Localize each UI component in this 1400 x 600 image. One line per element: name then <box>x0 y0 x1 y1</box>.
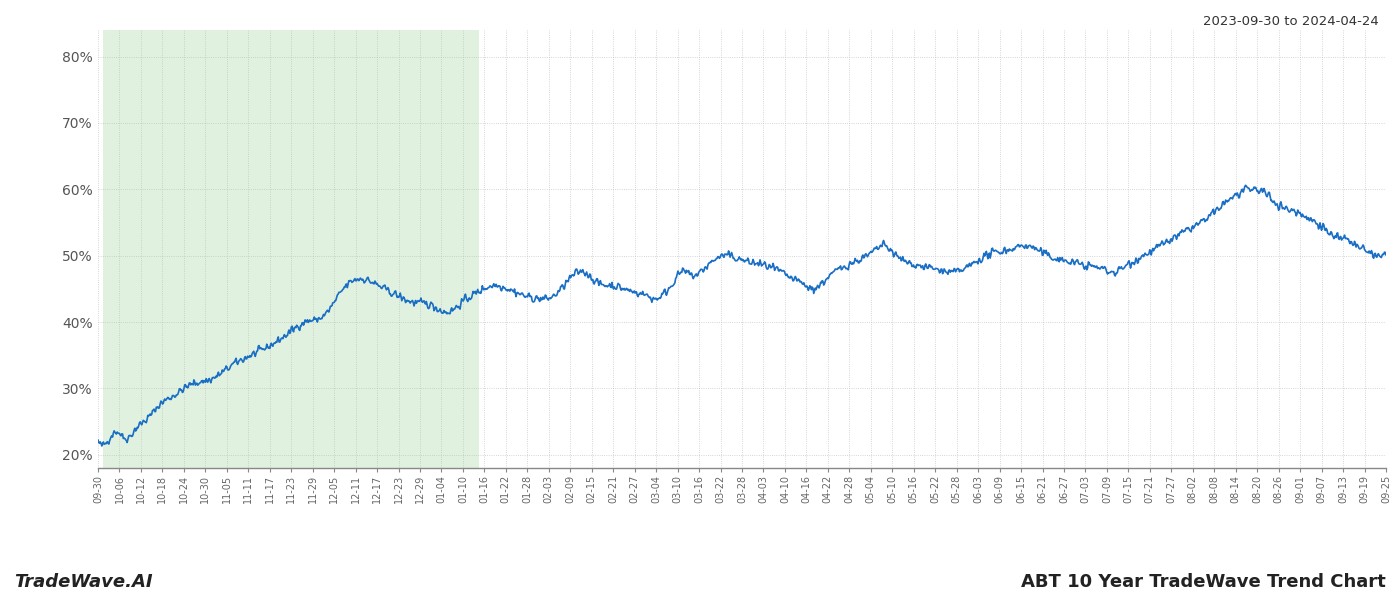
Text: TradeWave.AI: TradeWave.AI <box>14 573 153 591</box>
Text: ABT 10 Year TradeWave Trend Chart: ABT 10 Year TradeWave Trend Chart <box>1021 573 1386 591</box>
Text: 2023-09-30 to 2024-04-24: 2023-09-30 to 2024-04-24 <box>1203 15 1379 28</box>
Bar <box>102 30 479 468</box>
